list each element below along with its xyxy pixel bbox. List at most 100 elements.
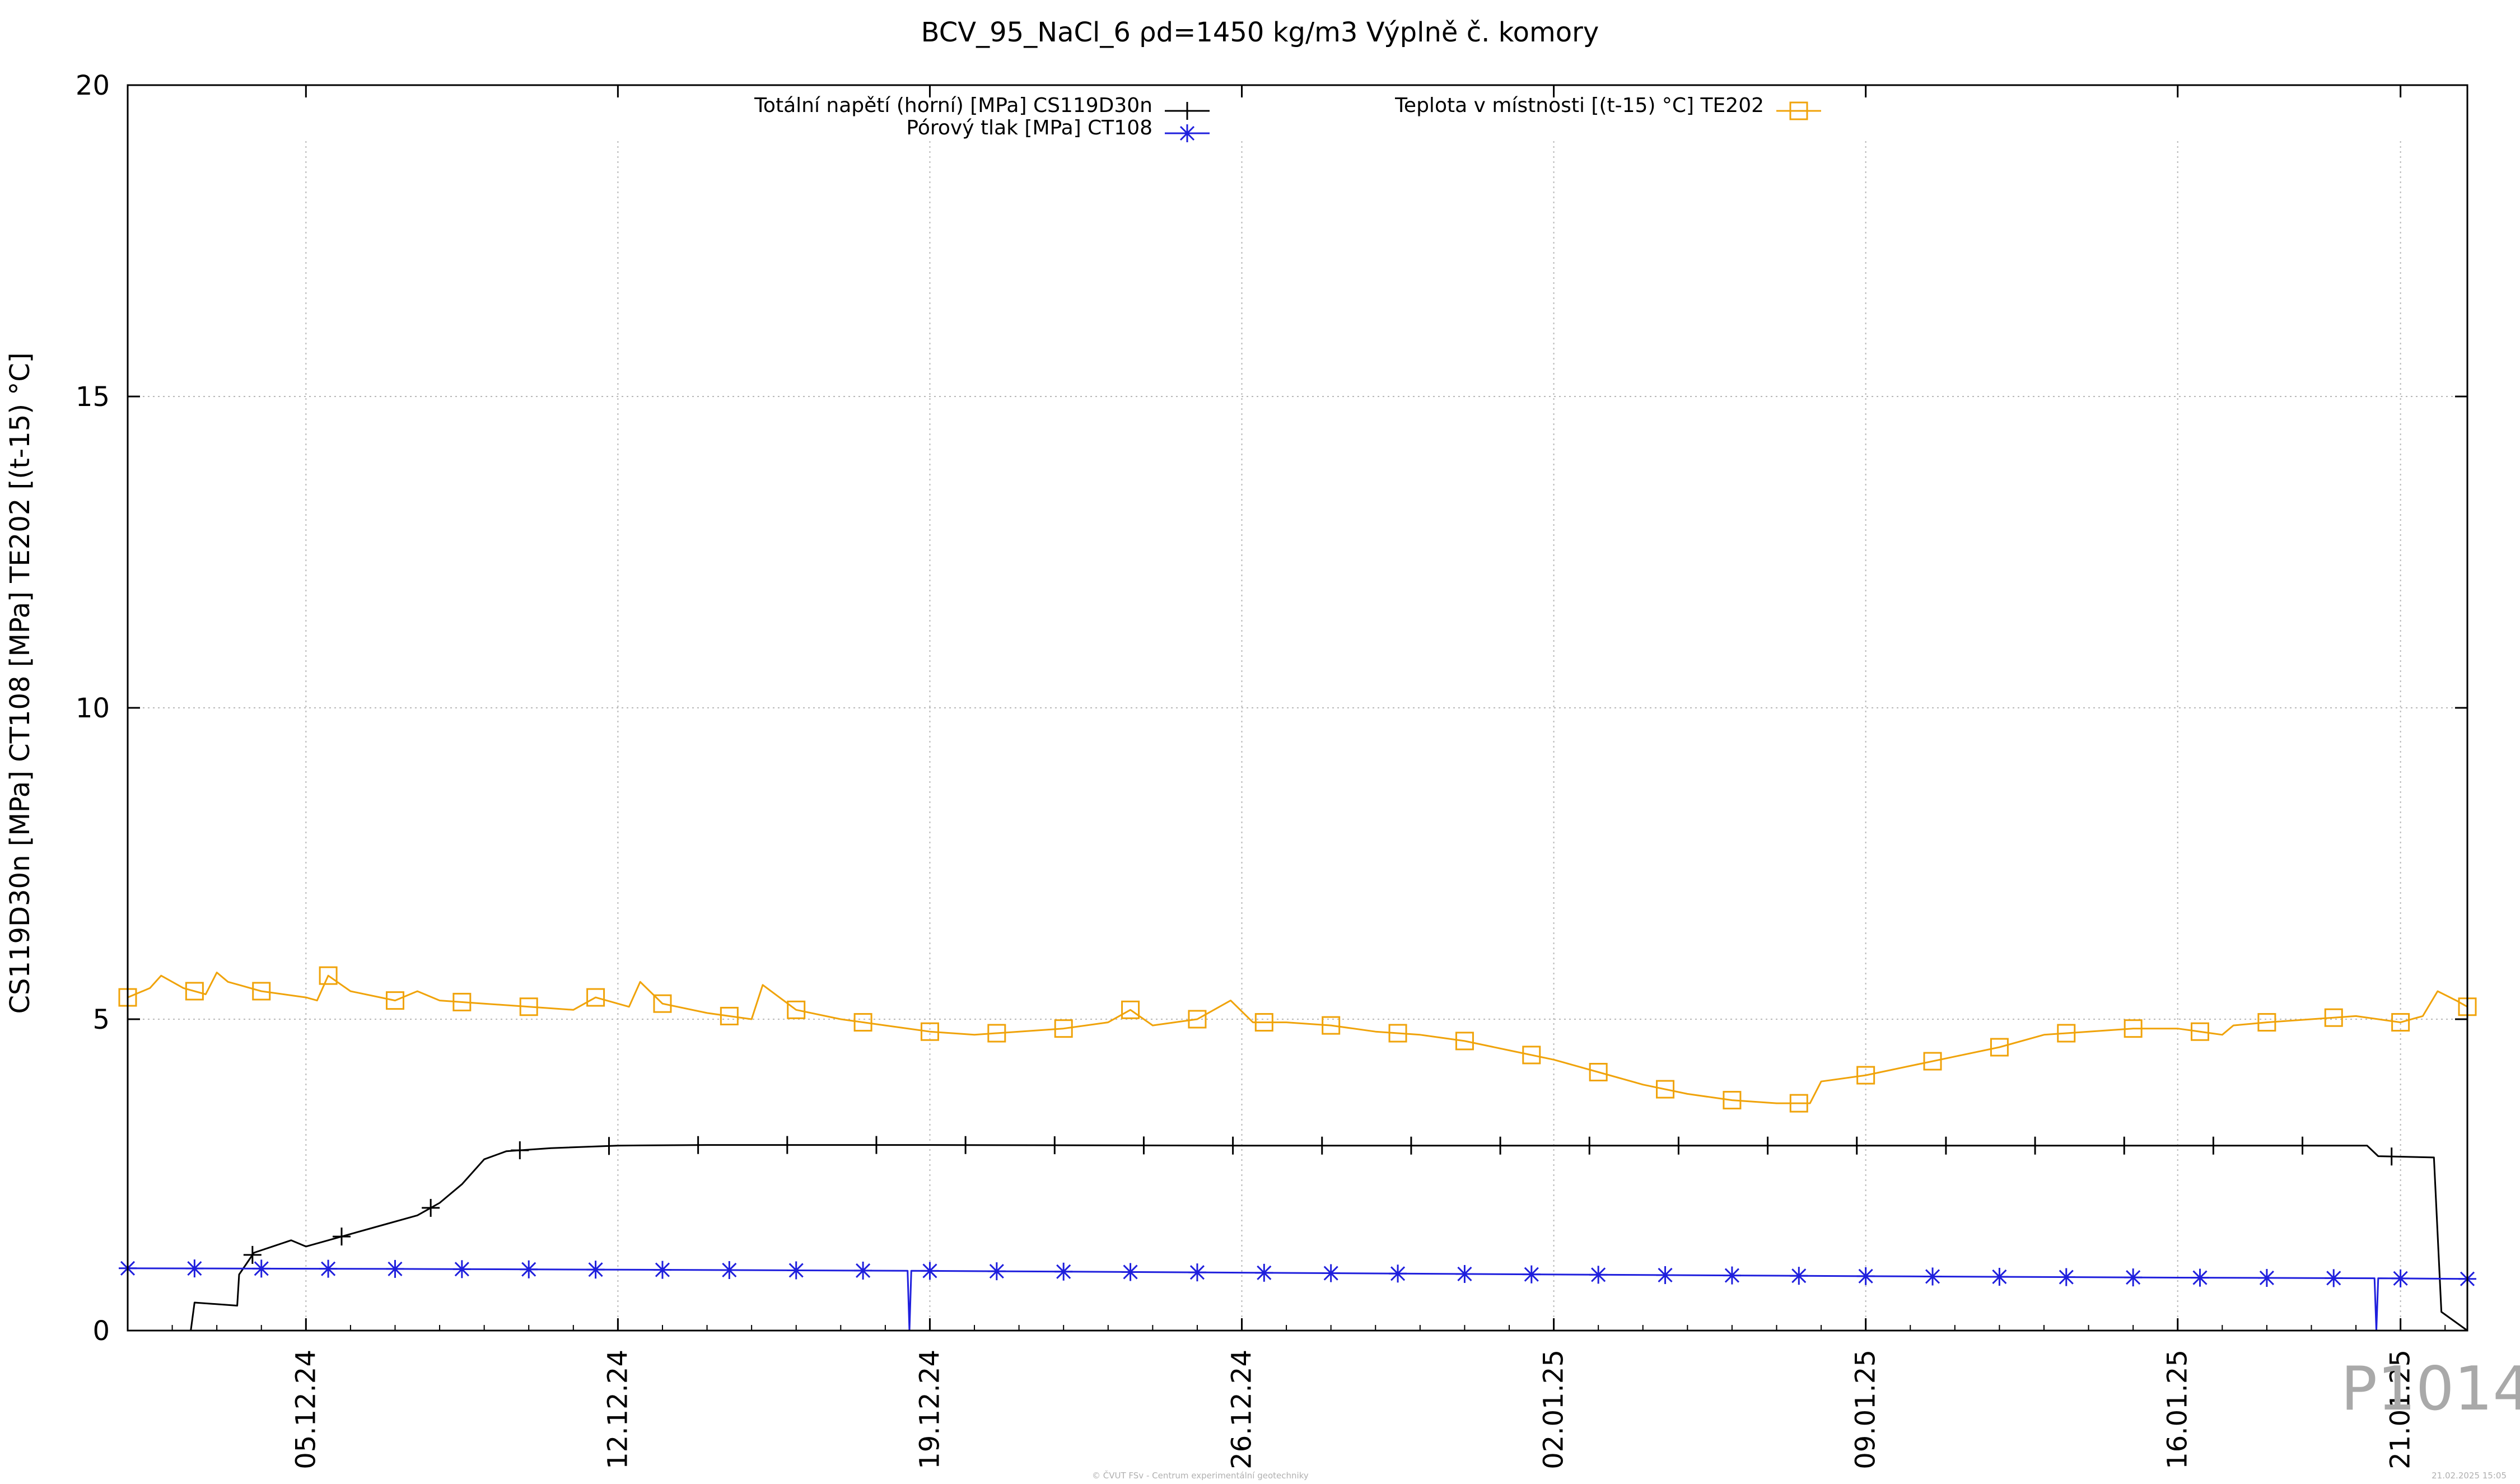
marker-diag2 — [2126, 1270, 2141, 1285]
marker-diag2 — [321, 1261, 336, 1276]
series-point-1 — [2191, 1268, 2209, 1287]
series-point-2 — [519, 997, 538, 1016]
series-point-2 — [2324, 1008, 2343, 1027]
marker-diag2 — [1257, 1265, 1272, 1280]
series-point-1 — [787, 1261, 805, 1280]
marker-diag2 — [1390, 1266, 1406, 1281]
marker-layer — [118, 966, 2477, 1288]
marker-diag2 — [388, 1261, 403, 1276]
series-point-2 — [1923, 1052, 1942, 1071]
series-point-1 — [2124, 1268, 2143, 1287]
series-point-1 — [586, 1261, 605, 1279]
grid — [128, 141, 2467, 1331]
series-point-2 — [1054, 1019, 1073, 1038]
series-point-1 — [854, 1261, 872, 1280]
marker-diag2 — [254, 1261, 269, 1276]
marker-diag2 — [187, 1261, 202, 1276]
series-point-2 — [1188, 1010, 1207, 1029]
series-point-1 — [1455, 1264, 1474, 1283]
series-line-0 — [150, 1144, 2468, 1332]
marker-diag2 — [1524, 1267, 1539, 1282]
x-tick-label: 09.01.25 — [1850, 1350, 1882, 1469]
series-point-1 — [2057, 1268, 2075, 1286]
marker-diag2 — [1858, 1268, 1873, 1284]
marker-diag2 — [2059, 1270, 2074, 1285]
series-point-2 — [252, 982, 271, 1001]
series-point-2 — [853, 1013, 872, 1032]
series-point-1 — [1188, 1263, 1206, 1282]
series-line-2 — [127, 972, 2468, 1104]
x-tick-label: 16.01.25 — [2162, 1350, 2194, 1469]
marker-diag2 — [2393, 1271, 2408, 1286]
series-point-2 — [1121, 1000, 1140, 1019]
marker-diag2 — [521, 1262, 536, 1277]
y-tick-label: 0 — [92, 1315, 110, 1347]
series-point-1 — [386, 1259, 404, 1278]
legend-label-1: Pórový tlak [MPa] CT108 — [906, 116, 1152, 139]
x-tick-label: 02.01.25 — [1538, 1350, 1570, 1469]
series-point-1 — [1054, 1262, 1073, 1281]
y-axis-label: CS119D30n [MPa] CT108 [MPa] TE202 [(t-15… — [4, 352, 36, 1014]
series-point-2 — [1322, 1016, 1341, 1035]
series-point-2 — [452, 992, 472, 1011]
page-watermark: P1014 — [2341, 1354, 2520, 1424]
marker-diag2 — [1658, 1267, 1673, 1283]
footer-copyright: © ČVUT FSv - Centrum experimentální geot… — [1092, 1471, 1309, 1481]
series-line-1 — [127, 1267, 2468, 1332]
y-tick-label: 5 — [92, 1004, 110, 1035]
legend-label-2: Teplota v místnosti [(t-15) °C] TE202 — [1394, 94, 1764, 117]
series-point-2 — [787, 1000, 806, 1019]
legend-label-0: Totální napětí (horní) [MPa] CS119D30n — [754, 94, 1152, 117]
marker-diag2 — [1123, 1264, 1138, 1280]
y-tick-label: 15 — [76, 381, 110, 413]
series-point-2 — [1254, 1013, 1273, 1032]
series-point-2 — [1723, 1091, 1742, 1110]
series-point-1 — [1924, 1267, 1942, 1286]
series-point-2 — [2124, 1019, 2143, 1038]
series-point-1 — [987, 1262, 1006, 1281]
marker-diag2 — [788, 1263, 804, 1278]
series-point-0 — [243, 1245, 262, 1264]
series-point-1 — [520, 1260, 538, 1278]
x-tick-label: 21.01.25 — [2385, 1350, 2416, 1469]
x-tick-label: 26.12.24 — [1226, 1350, 1258, 1469]
footer-timestamp: 21.02.2025 15:05 — [2432, 1471, 2507, 1481]
marker-diag2 — [2192, 1270, 2208, 1285]
series-point-1 — [319, 1259, 338, 1278]
series-point-1 — [185, 1259, 204, 1278]
series-point-1 — [921, 1262, 939, 1280]
marker-diag2 — [2259, 1270, 2274, 1286]
y-tick-label: 20 — [76, 70, 110, 101]
marker-diag2 — [1992, 1269, 2007, 1285]
marker-diag2 — [588, 1262, 603, 1277]
series-point-0 — [332, 1228, 351, 1246]
series-point-2 — [1589, 1063, 1608, 1082]
marker-diag2 — [1591, 1267, 1606, 1282]
marker-diag2 — [1323, 1266, 1338, 1281]
x-tick-label: 12.12.24 — [602, 1350, 633, 1469]
marker-diag2 — [722, 1262, 737, 1278]
series-point-2 — [2191, 1022, 2210, 1041]
marker-diag2 — [1791, 1268, 1807, 1284]
series-point-0 — [511, 1141, 529, 1160]
marker-diag2 — [655, 1262, 670, 1277]
legend-marker-2 — [1789, 101, 1808, 120]
series-point-1 — [1522, 1265, 1541, 1284]
marker-diag2 — [1457, 1266, 1472, 1282]
series-point-2 — [2057, 1024, 2076, 1043]
marker-diag2 — [1925, 1269, 1940, 1284]
series-point-2 — [2391, 1013, 2410, 1032]
series-point-1 — [2391, 1269, 2410, 1287]
legend-marker-0 — [1178, 102, 1196, 120]
series-point-2 — [586, 988, 605, 1007]
series-point-1 — [1856, 1267, 1875, 1285]
marker-diag2 — [1056, 1264, 1071, 1279]
series-point-1 — [2325, 1269, 2343, 1287]
series-point-2 — [1990, 1038, 2009, 1057]
series-point-2 — [1656, 1080, 1675, 1099]
x-tick-label: 05.12.24 — [290, 1350, 321, 1469]
marker-diag2 — [856, 1263, 871, 1278]
legend: Totální napětí (horní) [MPa] CS119D30nPó… — [754, 94, 1821, 142]
legend-marker-1 — [1178, 124, 1196, 142]
